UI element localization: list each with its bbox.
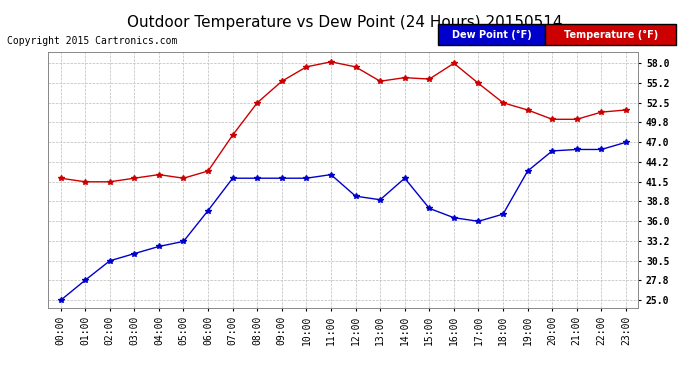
Text: Copyright 2015 Cartronics.com: Copyright 2015 Cartronics.com bbox=[7, 36, 177, 46]
Text: Outdoor Temperature vs Dew Point (24 Hours) 20150514: Outdoor Temperature vs Dew Point (24 Hou… bbox=[127, 15, 563, 30]
Text: Dew Point (°F): Dew Point (°F) bbox=[452, 30, 531, 40]
Text: Temperature (°F): Temperature (°F) bbox=[564, 30, 658, 40]
